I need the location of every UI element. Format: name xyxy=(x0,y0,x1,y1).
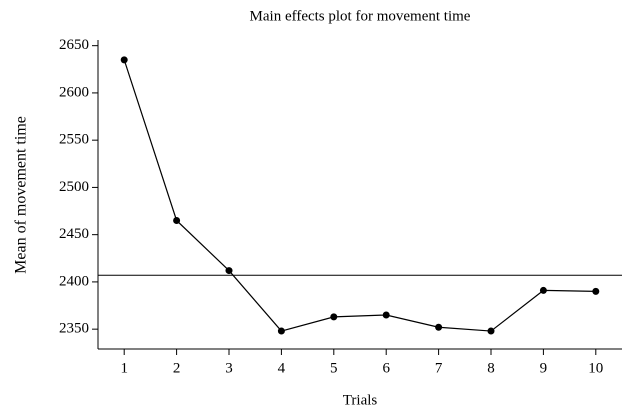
data-point xyxy=(330,313,338,321)
y-tick-label: 2600 xyxy=(59,84,89,100)
x-axis-label: Trials xyxy=(343,392,378,408)
data-point xyxy=(487,327,495,335)
y-tick-label: 2550 xyxy=(59,132,89,148)
x-tick-label: 1 xyxy=(120,360,128,376)
data-point xyxy=(382,311,390,319)
x-tick-label: 4 xyxy=(278,360,286,376)
x-tick-label: 5 xyxy=(330,360,338,376)
x-tick-label: 2 xyxy=(173,360,181,376)
data-point xyxy=(277,327,285,335)
x-tick-label: 8 xyxy=(487,360,495,376)
x-tick-label: 6 xyxy=(382,360,390,376)
x-tick-label: 9 xyxy=(540,360,548,376)
x-tick-label: 3 xyxy=(225,360,233,376)
x-tick-label: 10 xyxy=(588,360,603,376)
y-axis-label: Mean of movement time xyxy=(13,116,30,274)
data-point xyxy=(539,286,547,294)
data-point xyxy=(592,287,600,295)
y-tick-label: 2650 xyxy=(59,37,89,53)
data-point xyxy=(225,267,233,275)
y-tick-label: 2400 xyxy=(59,273,89,289)
y-tick-label: 2450 xyxy=(59,226,89,242)
data-point xyxy=(435,323,443,331)
chart-title: Main effects plot for movement time xyxy=(250,8,471,24)
data-point xyxy=(173,216,181,224)
x-tick-label: 7 xyxy=(435,360,443,376)
data-line xyxy=(123,59,596,332)
data-point xyxy=(120,56,128,64)
y-tick-label: 2500 xyxy=(59,179,89,195)
y-tick-label: 2350 xyxy=(59,321,89,337)
